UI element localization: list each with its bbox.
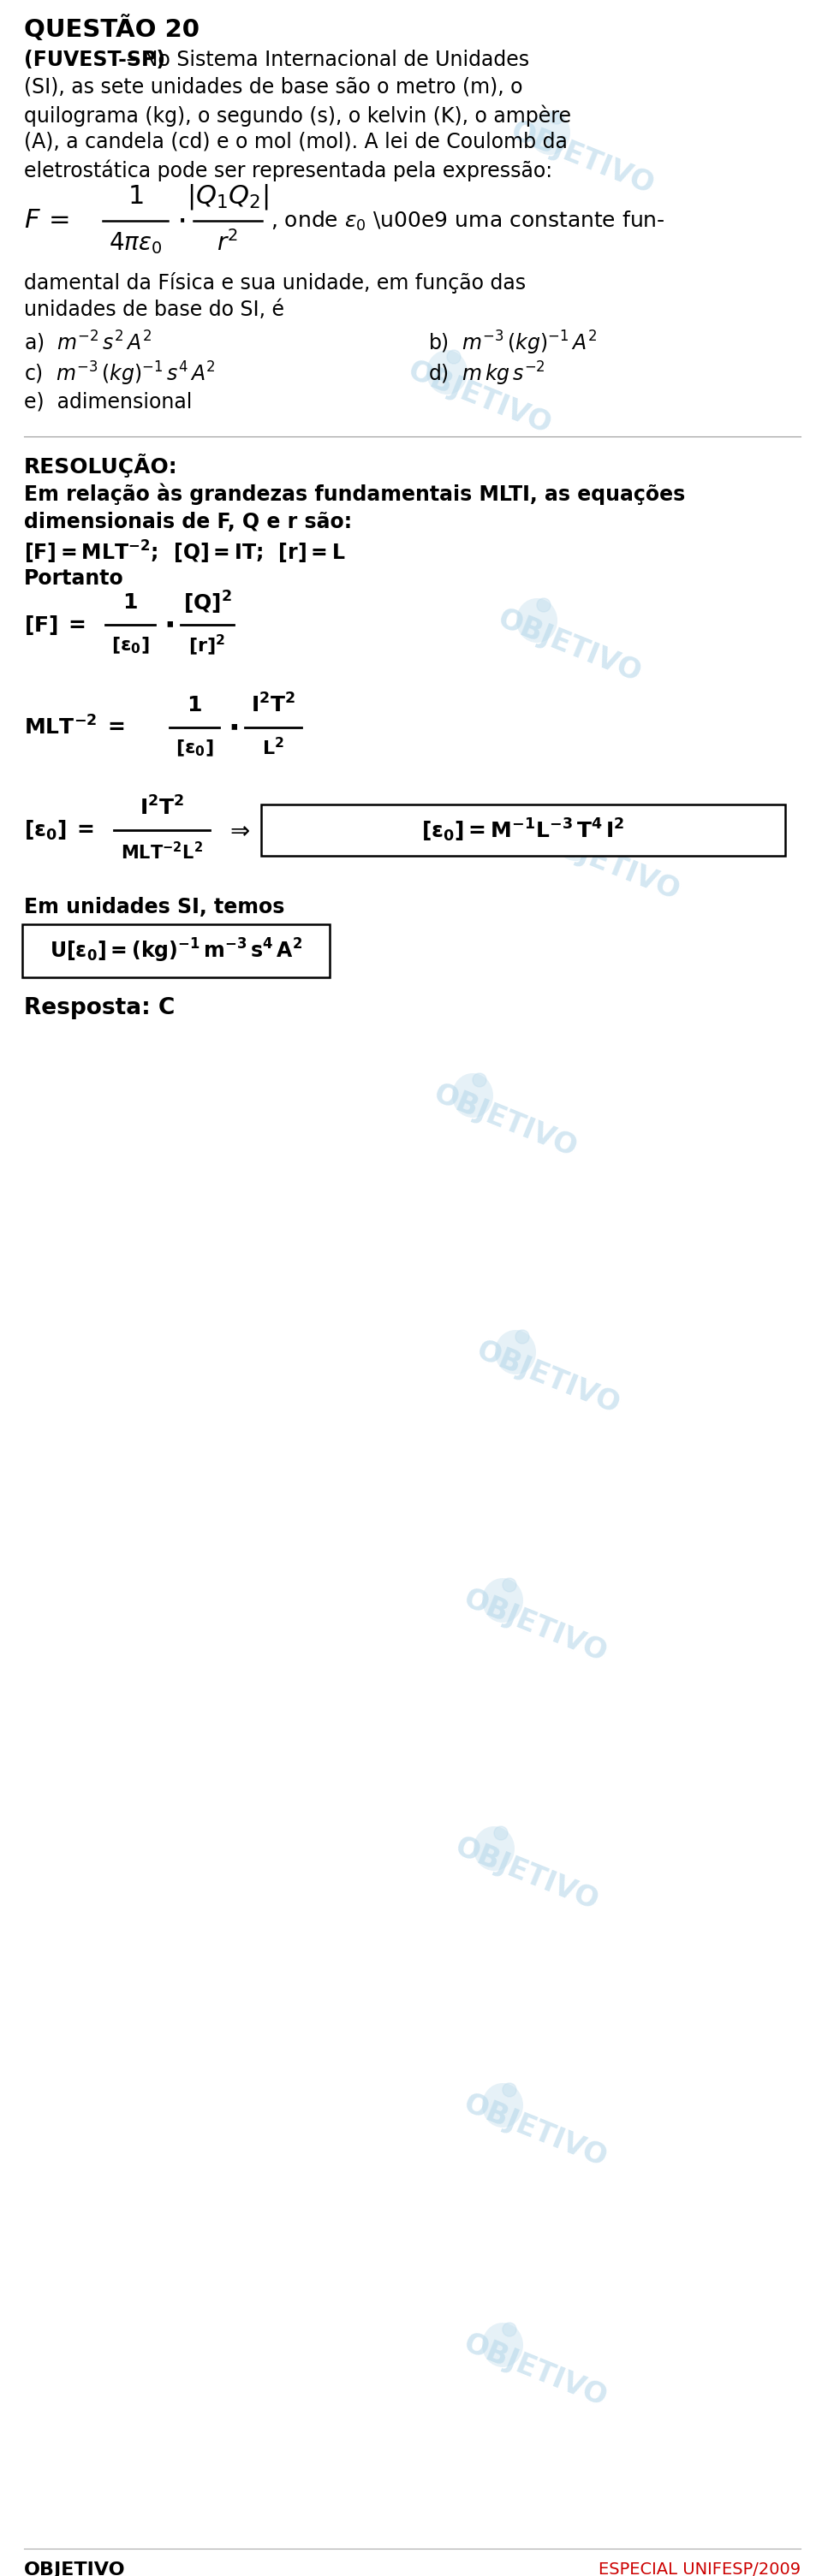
Text: OBJETIVO: OBJETIVO [24,2561,126,2576]
Text: d)  $m\,kg\,s^{-2}$: d) $m\,kg\,s^{-2}$ [428,361,545,389]
Text: $\mathbf{[\varepsilon_0]}$: $\mathbf{[\varepsilon_0]}$ [111,636,150,654]
Circle shape [494,1826,508,1839]
Text: $\mathbf{[Q]^2}$: $\mathbf{[Q]^2}$ [182,590,232,616]
Text: $\cdot$: $\cdot$ [177,204,185,237]
Text: $\mathbf{1}$: $\mathbf{1}$ [122,592,138,613]
Text: $\mathbf{MLT^{-2}\;=}$: $\mathbf{MLT^{-2}\;=}$ [24,716,125,739]
Text: $\mathbf{[\varepsilon_0]\;=}$: $\mathbf{[\varepsilon_0]\;=}$ [24,819,94,842]
Text: unidades de base do SI, é: unidades de base do SI, é [24,299,284,319]
Text: $\mathbf{I^2T^2}$: $\mathbf{I^2T^2}$ [251,693,296,716]
Text: RESOLUÇÃO:: RESOLUÇÃO: [24,453,178,477]
Ellipse shape [482,1579,523,1623]
Text: b)  $m^{-3}\,(kg)^{-1}\,A^2$: b) $m^{-3}\,(kg)^{-1}\,A^2$ [428,330,597,358]
Text: $F\,=\,$: $F\,=\,$ [24,209,69,234]
Text: – No Sistema Internacional de Unidades: – No Sistema Internacional de Unidades [120,49,529,70]
Text: QUESTÃO 20: QUESTÃO 20 [24,15,200,41]
Text: $\mathbf{I^2T^2}$: $\mathbf{I^2T^2}$ [140,796,184,819]
Ellipse shape [482,2324,523,2367]
Text: Resposta: C: Resposta: C [24,997,175,1020]
Text: $\mathbf{\cdot}$: $\mathbf{\cdot}$ [228,714,238,742]
Text: eletrostática pode ser representada pela expressão:: eletrostática pode ser representada pela… [24,160,552,180]
FancyBboxPatch shape [261,804,785,855]
Circle shape [502,2084,516,2097]
Text: $\mathbf{\cdot}$: $\mathbf{\cdot}$ [164,611,173,639]
Text: dimensionais de F, Q e r são:: dimensionais de F, Q e r são: [24,513,352,533]
Text: , onde $\varepsilon_0$ \u00e9 uma constante fun-: , onde $\varepsilon_0$ \u00e9 uma consta… [270,209,665,232]
Circle shape [473,1074,487,1087]
Ellipse shape [555,817,596,860]
Text: quilograma (kg), o segundo (s), o kelvin (K), o ampère: quilograma (kg), o segundo (s), o kelvin… [24,106,571,126]
Text: Portanto: Portanto [24,569,124,590]
Text: $\mathbf{1}$: $\mathbf{1}$ [187,696,202,716]
Ellipse shape [516,598,557,644]
Text: $1$: $1$ [127,185,143,209]
Text: (SI), as sete unidades de base são o metro (m), o: (SI), as sete unidades de base são o met… [24,77,523,98]
Text: $\Rightarrow$: $\Rightarrow$ [225,819,250,842]
Text: OBJETIVO: OBJETIVO [459,1584,611,1667]
Ellipse shape [495,1329,536,1376]
Text: $\mathbf{MLT^{-2}L^2}$: $\mathbf{MLT^{-2}L^2}$ [121,842,203,863]
Text: $\mathbf{U[\varepsilon_0] = (kg)^{-1}\,m^{-3}\,s^4\,A^2}$: $\mathbf{U[\varepsilon_0] = (kg)^{-1}\,m… [49,938,302,963]
Ellipse shape [473,1826,515,1870]
Text: (A), a candela (cd) e o mol (mol). A lei de Coulomb da: (A), a candela (cd) e o mol (mol). A lei… [24,131,567,152]
Text: $4\pi\varepsilon_0$: $4\pi\varepsilon_0$ [109,229,162,255]
Text: e)  adimensional: e) adimensional [24,392,192,412]
Text: OBJETIVO: OBJETIVO [493,605,645,688]
Text: OBJETIVO: OBJETIVO [459,2089,611,2172]
Text: OBJETIVO: OBJETIVO [459,2329,611,2411]
Text: $\mathbf{[F]\;=}$: $\mathbf{[F]\;=}$ [24,613,85,636]
Text: c)  $m^{-3}\,(kg)^{-1}\,s^4\,A^2$: c) $m^{-3}\,(kg)^{-1}\,s^4\,A^2$ [24,361,215,389]
Circle shape [515,1329,529,1345]
Text: $|Q_1 Q_2|$: $|Q_1 Q_2|$ [187,183,269,211]
Text: $\mathbf{[r]^2}$: $\mathbf{[r]^2}$ [189,634,225,657]
Circle shape [447,350,460,363]
Ellipse shape [452,1074,493,1118]
Text: Em relação às grandezas fundamentais MLTI, as equações: Em relação às grandezas fundamentais MLT… [24,484,686,505]
Ellipse shape [482,2084,523,2128]
Text: $\mathbf{[\varepsilon_0] = M^{-1}L^{-3}\,T^4\,I^2}$: $\mathbf{[\varepsilon_0] = M^{-1}L^{-3}\… [422,817,625,842]
Text: OBJETIVO: OBJETIVO [506,116,658,201]
Circle shape [537,598,551,613]
Text: $\mathbf{[F] = MLT^{-2};\;\;[Q] = IT;\;\;[r] = L}$: $\mathbf{[F] = MLT^{-2};\;\;[Q] = IT;\;\… [24,538,345,567]
Ellipse shape [529,111,570,155]
Text: damental da Física e sua unidade, em função das: damental da Física e sua unidade, em fun… [24,273,526,294]
Circle shape [502,1579,516,1592]
Text: a)  $m^{-2}\,s^2\,A^2$: a) $m^{-2}\,s^2\,A^2$ [24,330,151,355]
Text: ESPECIAL UNIFESP/2009: ESPECIAL UNIFESP/2009 [598,2561,801,2576]
Text: Em unidades SI, temos: Em unidades SI, temos [24,896,284,917]
Text: OBJETIVO: OBJETIVO [429,1079,581,1162]
Ellipse shape [427,350,468,394]
Text: $r^2$: $r^2$ [217,229,238,255]
Text: (FUVEST-SP): (FUVEST-SP) [24,49,165,70]
Text: OBJETIVO: OBJETIVO [532,822,684,907]
Text: OBJETIVO: OBJETIVO [472,1337,624,1419]
FancyBboxPatch shape [22,925,330,976]
Text: OBJETIVO: OBJETIVO [450,1832,603,1917]
Circle shape [575,817,589,829]
Text: OBJETIVO: OBJETIVO [404,355,556,440]
Circle shape [502,2324,516,2336]
Circle shape [550,111,563,124]
Text: $\mathbf{[\varepsilon_0]}$: $\mathbf{[\varepsilon_0]}$ [175,737,214,757]
Text: $\mathbf{L^2}$: $\mathbf{L^2}$ [262,737,284,760]
